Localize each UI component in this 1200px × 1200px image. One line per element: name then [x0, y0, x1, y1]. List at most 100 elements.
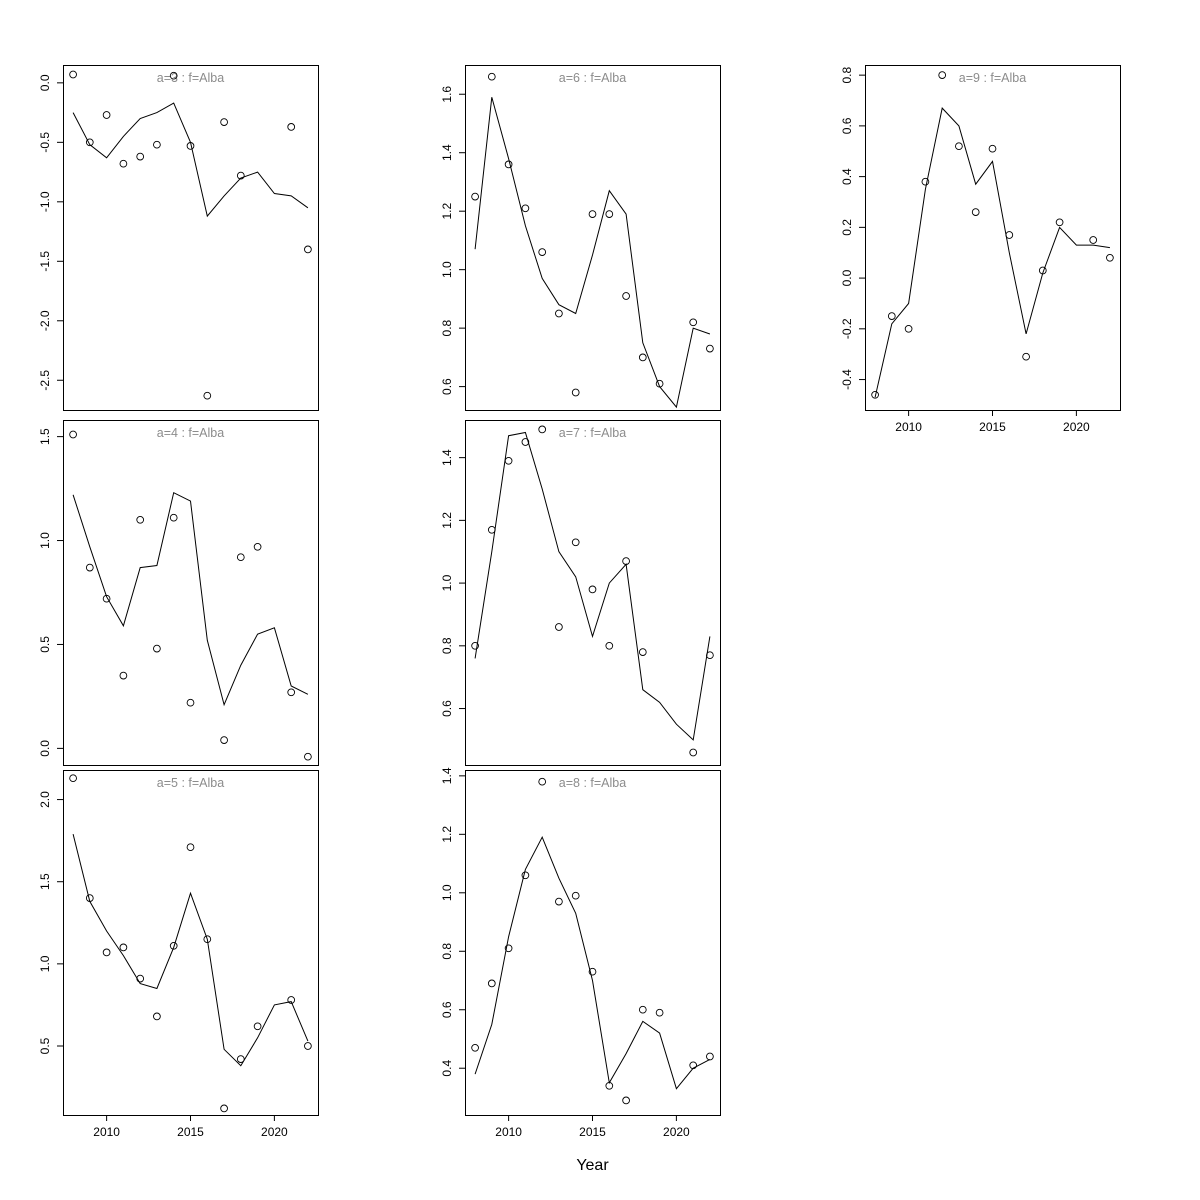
y-tick-label: 0.6	[440, 378, 454, 395]
y-axis: 0.0 -0.5 -1.0 -1.5 -2.0 -2.5	[38, 74, 63, 391]
data-point	[689, 318, 698, 327]
data-point	[706, 651, 714, 660]
panel-a5: a=5 : f=Alba 2.0 1.5 1.0 0.5 2010 2015 2020	[38, 770, 319, 1139]
x-axis: 2010 2015 2020	[895, 410, 1090, 434]
data-point	[236, 553, 245, 562]
data-point	[555, 897, 563, 906]
fit-line	[474, 97, 711, 409]
y-tick-label: 1.4	[440, 449, 454, 466]
panel-border	[865, 65, 1121, 411]
panel-title: a=3 : f=Alba	[157, 71, 224, 85]
data-point	[186, 698, 195, 707]
y-tick-label: 0.2	[840, 219, 854, 236]
data-point	[169, 513, 178, 522]
data-point	[588, 585, 597, 594]
data-points	[871, 71, 1114, 399]
data-point	[689, 748, 698, 757]
y-axis: 0.8 0.6 0.4 0.2 0.0 -0.2 -0.4	[840, 66, 865, 390]
data-point	[887, 312, 896, 320]
y-tick-label: -1.5	[38, 251, 52, 272]
data-point	[304, 245, 312, 254]
data-point	[102, 948, 111, 957]
data-point	[955, 142, 963, 151]
data-point	[904, 324, 913, 333]
x-axis: 2010 2015 2020	[93, 1115, 288, 1139]
fit-line	[72, 833, 309, 1067]
panel-border	[465, 65, 721, 411]
y-tick-label: -0.2	[840, 318, 854, 339]
x-axis: 2010 2015 2020	[495, 1115, 690, 1139]
data-point	[1022, 352, 1030, 361]
data-point	[136, 152, 145, 161]
panel-border	[63, 770, 319, 1116]
data-point	[504, 456, 513, 465]
data-point	[622, 292, 630, 300]
y-axis: 1.4 1.2 1.0 0.8 0.6	[440, 449, 465, 717]
data-point	[236, 1055, 245, 1063]
data-point	[655, 1008, 664, 1017]
y-tick-label: -2.5	[38, 370, 52, 391]
data-point	[304, 1042, 312, 1050]
data-point	[1089, 236, 1098, 244]
panel-a6: a=6 : f=Alba 0.6 0.8 1.0 1.2 1.4 1.6	[440, 65, 721, 411]
data-point	[153, 644, 161, 653]
data-point	[1005, 231, 1014, 239]
fit-line	[474, 431, 711, 741]
data-point	[471, 641, 479, 650]
panel-title: a=5 : f=Alba	[157, 776, 224, 790]
y-tick-label: 1.0	[38, 955, 52, 972]
data-point	[471, 192, 479, 201]
fit-line	[874, 107, 1110, 398]
y-tick-label: 1.0	[440, 574, 454, 591]
data-point	[521, 438, 530, 446]
data-point	[605, 641, 614, 650]
y-tick-label: 0.0	[840, 269, 854, 286]
data-point	[605, 1081, 614, 1090]
data-point	[571, 891, 580, 900]
y-tick-label: 0.5	[38, 1037, 52, 1054]
data-point	[605, 210, 614, 218]
data-point	[69, 70, 77, 79]
fit-line	[72, 491, 309, 707]
data-point	[504, 160, 513, 169]
panel-a7: a=7 : f=Alba 1.4 1.2 1.0 0.8 0.6	[440, 420, 721, 766]
x-tick-label: 2020	[1063, 420, 1090, 434]
data-point	[487, 979, 496, 988]
data-point	[119, 159, 128, 168]
fit-line	[474, 836, 711, 1090]
data-point	[186, 142, 195, 150]
y-tick-label: 1.4	[440, 144, 454, 161]
data-point	[706, 344, 714, 353]
y-tick-label: 1.0	[440, 884, 454, 901]
data-points	[69, 70, 312, 400]
data-point	[119, 943, 128, 952]
y-axis: 0.6 0.8 1.0 1.2 1.4 1.6	[440, 86, 465, 395]
data-point	[588, 967, 597, 976]
panel-title: a=7 : f=Alba	[559, 426, 626, 440]
y-tick-label: 1.5	[38, 873, 52, 890]
x-tick-label: 2015	[177, 1125, 204, 1139]
data-point	[287, 688, 296, 697]
data-point	[220, 736, 228, 744]
y-tick-label: 2.0	[38, 791, 52, 808]
y-tick-label: 0.8	[440, 637, 454, 654]
data-point	[571, 388, 580, 397]
data-point	[102, 594, 111, 603]
data-point	[971, 208, 980, 216]
x-axis-title: Year	[576, 1157, 609, 1174]
y-tick-label: 0.0	[38, 74, 52, 91]
y-tick-label: 0.4	[440, 1060, 454, 1077]
y-axis: 1.5 1.0 0.5 0.0	[38, 428, 63, 757]
data-point	[253, 542, 262, 551]
y-tick-label: 1.4	[440, 767, 454, 784]
y-tick-label: 1.5	[38, 428, 52, 445]
data-point	[1106, 253, 1114, 262]
data-point	[287, 123, 296, 131]
y-tick-label: 0.8	[440, 319, 454, 336]
data-point	[85, 563, 94, 572]
data-point	[253, 1022, 262, 1031]
data-point	[169, 941, 178, 950]
panel-title: a=6 : f=Alba	[559, 71, 626, 85]
data-point	[521, 204, 530, 213]
